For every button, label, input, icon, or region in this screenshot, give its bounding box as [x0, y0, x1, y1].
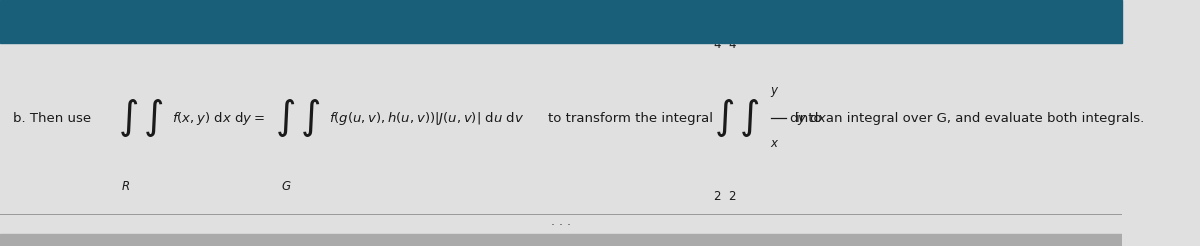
Text: . . .: . . . — [551, 215, 571, 228]
Text: a. Find the Jacobian of the transformation x = 2u, y = 2uv and sketch the region: a. Find the Jacobian of the transformati… — [13, 17, 848, 30]
Text: R: R — [121, 181, 130, 193]
Text: $\mathrm{d}y\ \mathrm{d}x$: $\mathrm{d}y\ \mathrm{d}x$ — [790, 109, 828, 127]
Text: to transform the integral: to transform the integral — [547, 112, 713, 124]
Text: $\int$: $\int$ — [143, 97, 163, 139]
Text: $\int$: $\int$ — [738, 97, 758, 139]
Text: $\int$: $\int$ — [118, 97, 138, 139]
Text: $\int$: $\int$ — [275, 97, 295, 139]
Text: 2  2: 2 2 — [714, 190, 737, 203]
Text: G: G — [282, 181, 290, 193]
Text: b. Then use: b. Then use — [13, 112, 91, 124]
Text: $y$: $y$ — [770, 85, 779, 99]
Bar — [0, 234, 1122, 246]
Bar — [0, 0, 1122, 43]
Text: into an integral over G, and evaluate both integrals.: into an integral over G, and evaluate bo… — [796, 112, 1144, 124]
Text: 4  4: 4 4 — [714, 38, 737, 51]
Text: $f(g(u,v),h(u,v))|J(u,v)|\ \mathrm{d}u\ \mathrm{d}v$: $f(g(u,v),h(u,v))|J(u,v)|\ \mathrm{d}u\ … — [329, 109, 524, 127]
Text: $x$: $x$ — [770, 138, 779, 150]
Text: $\int$: $\int$ — [300, 97, 320, 139]
Text: $f(x,y)\ \mathrm{d}x\ \mathrm{d}y =$: $f(x,y)\ \mathrm{d}x\ \mathrm{d}y =$ — [172, 109, 264, 127]
Text: $\int$: $\int$ — [714, 97, 734, 139]
